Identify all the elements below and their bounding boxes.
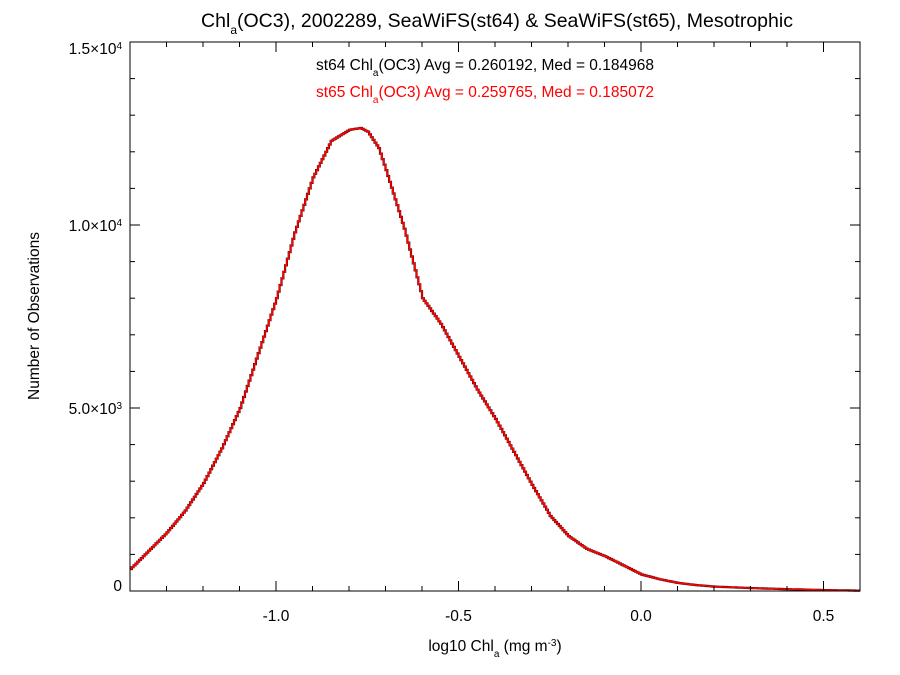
chart-title: Chla(OC3), 2002289, SeaWiFS(st64) & SeaW… [201, 10, 793, 37]
y-tick-label: 0 [113, 578, 122, 595]
annotation-st65: st65 Chla(OC3) Avg = 0.259765, Med = 0.1… [316, 84, 654, 106]
x-axis-label: log10 Chla (mg m-3) [428, 638, 561, 660]
series-layer [130, 126, 860, 592]
y-tick-label: 1.5×104 [69, 41, 123, 59]
annotation-st64: st64 Chla(OC3) Avg = 0.260192, Med = 0.1… [316, 57, 654, 79]
series-line-1 [130, 127, 860, 592]
x-tick-label: -0.5 [445, 608, 472, 625]
y-tick-label: 5.0×103 [69, 401, 123, 419]
y-axis-label: Number of Observations [26, 232, 43, 400]
x-tick-label: 0.5 [813, 608, 835, 625]
x-tick-label: -1.0 [263, 608, 290, 625]
y-tick-label: 1.0×104 [69, 218, 123, 236]
x-tick-label: 0.0 [630, 608, 652, 625]
tick-layer: -1.0 -0.5 0.0 0.5 0 5.0×103 1.0×104 1.5×104 [69, 41, 861, 625]
